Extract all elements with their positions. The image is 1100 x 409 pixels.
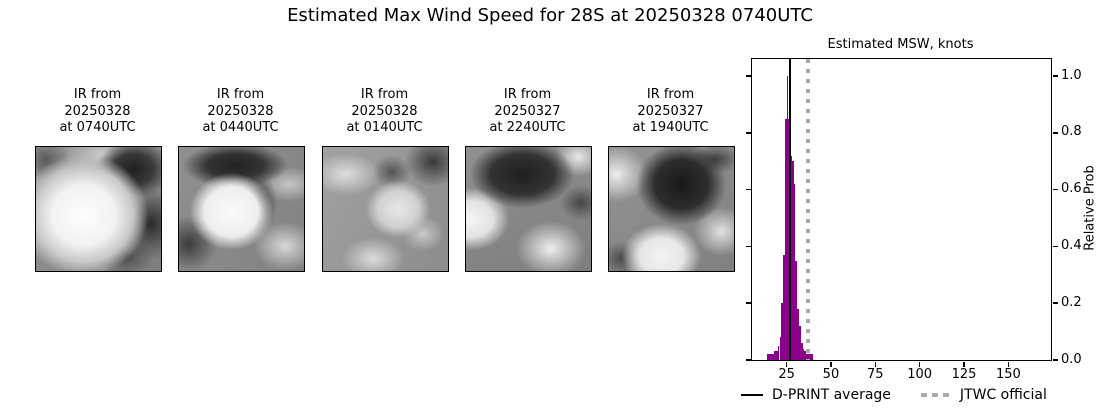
ir-satellite-image-4: [465, 146, 592, 272]
ir-label-3: IR from 20250328 at 0140UTC: [322, 87, 447, 137]
y-axis-tick-left: [745, 75, 751, 77]
histogram-bar: [770, 354, 773, 360]
histogram-bar: [775, 351, 778, 360]
y-axis-tick-label: 1.0: [1061, 67, 1082, 83]
x-axis-tick-label: 100: [907, 367, 933, 382]
legend-label-dprint: D-PRINT average: [772, 387, 891, 403]
ir-satellite-image-5: [608, 146, 735, 272]
ir-label-4: IR from 20250327 at 2240UTC: [465, 87, 590, 137]
y-axis-tick-right: [1052, 75, 1058, 77]
histogram-bar: [784, 118, 787, 360]
y-axis-tick-label: 0.6: [1061, 181, 1082, 197]
y-axis-tick-label: 0.2: [1061, 294, 1082, 310]
histogram-bar: [779, 337, 782, 360]
ir-label-line: 20250328: [64, 103, 131, 119]
ir-satellite-image-3: [322, 146, 449, 272]
histogram-bar: [783, 254, 785, 360]
histogram-bar: [795, 260, 798, 360]
y-axis-tick-right: [1052, 245, 1058, 248]
jtwc-dotted-swatch: [920, 393, 951, 397]
dprint-line-swatch: [741, 394, 763, 396]
histogram-bar: [804, 351, 807, 360]
x-axis-tick: [830, 361, 832, 367]
y-axis-tick-left: [745, 188, 751, 191]
ir-label-1: IR from 20250328 at 0740UTC: [35, 87, 160, 137]
y-axis-tick-label: 0.4: [1061, 237, 1082, 253]
legend: D-PRINT average JTWC official: [741, 387, 1047, 403]
histogram-bar: [809, 354, 812, 360]
y-axis-tick-left: [745, 132, 751, 134]
ir-label-2: IR from 20250328 at 0440UTC: [178, 87, 303, 137]
histogram-bar: [777, 345, 780, 360]
x-axis-tick-label: 25: [778, 367, 795, 382]
x-axis-tick: [963, 361, 965, 367]
histogram-bar: [802, 348, 805, 360]
legend-label-jtwc: JTWC official: [959, 387, 1047, 403]
legend-item-dprint: D-PRINT average: [741, 387, 891, 403]
y-axis-tick-right: [1052, 359, 1058, 361]
y-axis-tick-label: 0.8: [1061, 124, 1082, 140]
ir-label-5: IR from 20250327 at 1940UTC: [608, 87, 733, 137]
histogram-bar: [768, 354, 771, 360]
ir-label-line: IR from: [216, 87, 265, 102]
histogram-bar: [781, 303, 784, 360]
ir-satellite-image-1: [35, 146, 162, 272]
figure-title: Estimated Max Wind Speed for 28S at 2025…: [287, 5, 813, 26]
ir-label-line: at 0440UTC: [202, 120, 279, 135]
ir-label-line: at 0740UTC: [59, 120, 136, 135]
histogram-bar: [800, 342, 803, 360]
histogram-bar: [791, 161, 794, 360]
x-axis-tick: [1007, 361, 1010, 367]
ir-label-line: at 0140UTC: [346, 120, 423, 135]
x-axis-tick-label: 75: [867, 367, 884, 382]
histogram-bar: [786, 76, 789, 360]
ir-label-line: at 2240UTC: [489, 120, 566, 135]
y-axis-tick-right: [1052, 188, 1058, 191]
y-axis-tick-left: [745, 359, 751, 361]
x-axis-tick: [874, 361, 877, 367]
ir-label-line: IR from: [73, 87, 122, 102]
histogram-bar: [799, 325, 801, 360]
ir-label-line: 20250328: [351, 103, 418, 119]
y-axis-tick-left: [745, 302, 751, 304]
legend-item-jtwc: JTWC official: [920, 387, 1047, 403]
x-axis-tick: [785, 361, 788, 367]
ir-label-line: 20250327: [637, 103, 704, 119]
histogram-plot: 25 50 75 100 125 150 0.0 0.2 0.4 0.6 0.8 1.0: [745, 58, 1082, 382]
x-axis-tick-label: 50: [822, 367, 840, 382]
ir-label-line: 20250328: [207, 103, 274, 119]
chart-title: Estimated MSW, knots: [827, 37, 974, 52]
ir-label-line: IR from: [503, 87, 552, 102]
y-axis-tick-label: 0.0: [1061, 351, 1082, 367]
ir-satellite-image-2: [178, 146, 305, 272]
dprint-average-line: [788, 59, 791, 360]
ir-label-line: 20250327: [494, 103, 561, 119]
y-axis-tick-left: [745, 245, 751, 248]
y-axis-tick-right: [1052, 132, 1058, 134]
histogram-bar: [767, 354, 769, 360]
histogram-bar: [793, 183, 796, 360]
jtwc-official-line: [805, 59, 810, 360]
ir-label-line: at 1940UTC: [632, 120, 709, 135]
x-axis-tick-label: 125: [951, 367, 977, 382]
histogram-bar: [811, 354, 814, 360]
y-axis-tick-right: [1052, 302, 1058, 304]
y-axis-label: Relative Prob: [1082, 165, 1098, 251]
ir-label-line: IR from: [360, 87, 409, 102]
ir-label-line: IR from: [646, 87, 695, 102]
histogram-bar: [772, 354, 775, 360]
x-axis-tick-label: 150: [995, 367, 1021, 382]
x-axis-tick: [918, 361, 921, 367]
histogram-bar: [790, 155, 792, 360]
histogram-bar: [774, 351, 776, 360]
histogram-bar: [797, 308, 799, 360]
